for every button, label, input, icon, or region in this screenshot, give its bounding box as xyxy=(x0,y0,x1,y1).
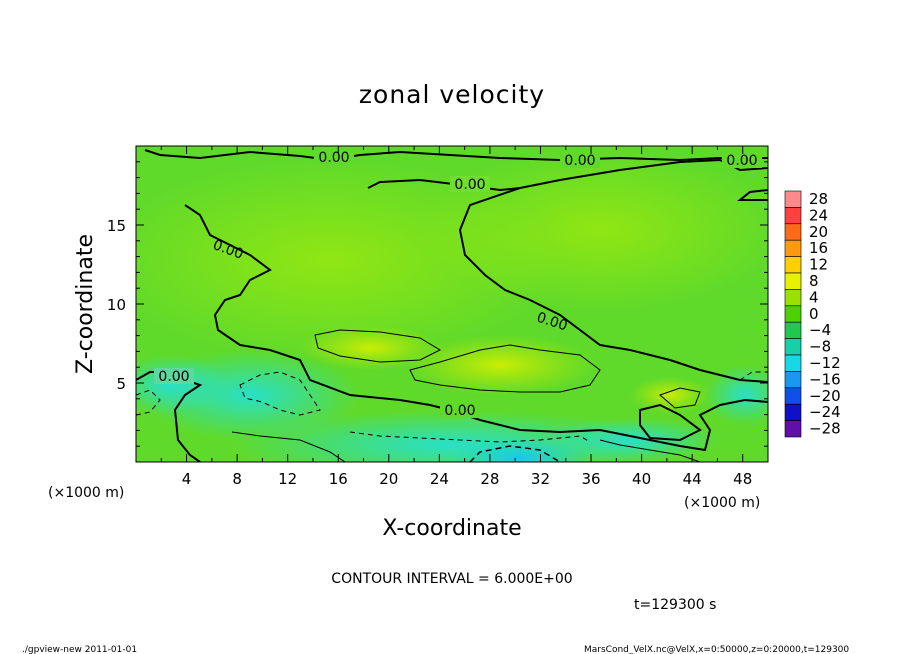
colorbar-swatch xyxy=(784,321,802,339)
colorbar-label: 12 xyxy=(809,256,828,274)
colorbar-swatch xyxy=(784,272,802,290)
colorbar-swatch xyxy=(784,371,802,389)
contour-neg-deep xyxy=(469,445,561,462)
y-tick-label: 15 xyxy=(107,217,126,235)
colorbar-label: 24 xyxy=(809,206,828,224)
contour-pos-a xyxy=(314,329,442,363)
y-tick-label: 10 xyxy=(107,296,126,314)
contour-zero-island xyxy=(639,403,702,442)
y-unit-label: (×1000 m) xyxy=(48,485,124,501)
colorbar-swatch xyxy=(784,223,802,241)
colorbar-label: −24 xyxy=(809,403,841,421)
y-axis-label: Z-coordinate xyxy=(73,234,98,374)
x-tick-label: 16 xyxy=(329,470,348,488)
colorbar-label: 28 xyxy=(809,190,828,208)
colorbar-swatch xyxy=(784,338,802,356)
contour-pos-e xyxy=(599,439,701,462)
colorbar-label: 8 xyxy=(809,272,819,290)
x-tick-label: 44 xyxy=(683,470,702,488)
colorbar-swatch xyxy=(784,190,802,208)
contour-label: 0.00 xyxy=(564,153,595,169)
contour-pos-c xyxy=(659,387,701,409)
contour-pos-b xyxy=(409,344,601,393)
x-tick-label: 4 xyxy=(182,470,192,488)
contour-pos-d xyxy=(231,431,346,462)
x-tick-label: 36 xyxy=(581,470,600,488)
colorbar-swatch xyxy=(784,256,802,274)
x-axis: 4 8 12 16 20 24 28 32 36 40 44 48 xyxy=(160,146,752,488)
colorbar-label: −8 xyxy=(809,338,831,356)
contour-neg-d xyxy=(739,371,768,381)
colorbar-swatch xyxy=(784,289,802,307)
x-tick-label: 28 xyxy=(480,470,499,488)
colorbar-label: 4 xyxy=(809,288,819,306)
contour-neg-a xyxy=(239,371,321,416)
colorbar-label: 20 xyxy=(809,223,828,241)
contour-label: 0.00 xyxy=(444,403,475,419)
chart-title: zonal velocity xyxy=(359,80,545,109)
time-text: t=129300 s xyxy=(634,597,716,613)
y-tick-label: 5 xyxy=(116,375,126,393)
colorbar-label: −20 xyxy=(809,387,841,405)
contour-label: 0.00 xyxy=(158,369,189,385)
contour-zero-central xyxy=(184,204,768,452)
contour-interval-text: CONTOUR INTERVAL = 6.000E+00 xyxy=(331,571,572,587)
colorbar-swatch xyxy=(784,354,802,372)
x-tick-label: 24 xyxy=(430,470,449,488)
contour-label: 0.00 xyxy=(454,177,485,193)
colorbar-swatch xyxy=(784,420,802,438)
x-unit-label: (×1000 m) xyxy=(684,495,760,511)
x-tick-label: 12 xyxy=(278,470,297,488)
contour-neg-b xyxy=(136,389,161,416)
contour-zero-right-edge xyxy=(737,189,768,201)
contour-label: 0.00 xyxy=(726,153,757,169)
contour-zero-top xyxy=(144,149,768,162)
x-tick-label: 8 xyxy=(232,470,242,488)
contour-neg-c xyxy=(349,431,591,443)
x-tick-label: 32 xyxy=(531,470,550,488)
x-tick-label: 20 xyxy=(379,470,398,488)
colorbar-swatch xyxy=(784,239,802,257)
contour-zero-upper-right xyxy=(519,158,768,189)
colorbar-swatch xyxy=(784,207,802,225)
contour-label: 0.00 xyxy=(318,150,349,166)
colorbar-label: −28 xyxy=(809,420,841,438)
footer-right: MarsCond_VelX.nc@VelX,x=0:50000,z=0:2000… xyxy=(584,645,849,654)
colorbar-label: −12 xyxy=(809,354,841,372)
x-axis-label: X-coordinate xyxy=(382,516,521,541)
colorbar-label: −16 xyxy=(809,370,841,388)
footer-left: ./gpview-new 2011-01-01 xyxy=(22,645,137,654)
colorbar-swatch xyxy=(784,305,802,323)
colorbar-swatch xyxy=(784,387,802,405)
colorbar-label: 16 xyxy=(809,239,828,257)
colorbar-swatch xyxy=(784,403,802,421)
colorbar-label: 0 xyxy=(809,305,819,323)
heatmap-field xyxy=(136,146,768,462)
x-tick-label: 40 xyxy=(632,470,651,488)
y-axis: 5 10 15 xyxy=(107,161,768,447)
x-tick-label: 48 xyxy=(733,470,752,488)
colorbar-label: −4 xyxy=(809,321,831,339)
